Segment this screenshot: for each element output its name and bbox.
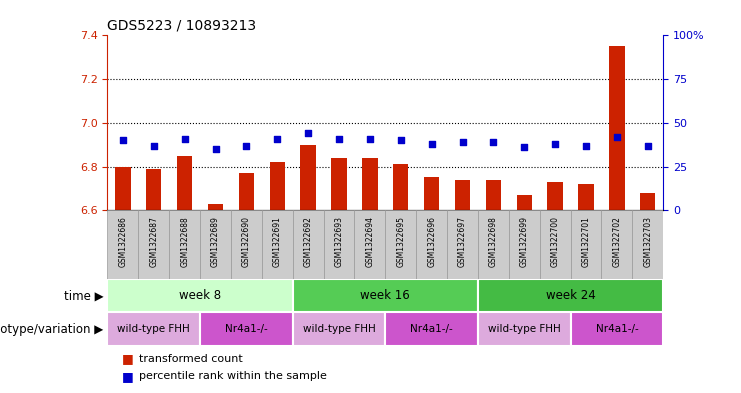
FancyBboxPatch shape <box>539 210 571 279</box>
FancyBboxPatch shape <box>107 210 139 279</box>
Point <box>580 142 592 149</box>
Point <box>364 136 376 142</box>
Bar <box>270 162 285 210</box>
Point <box>425 141 437 147</box>
Text: wild-type FHH: wild-type FHH <box>488 324 561 334</box>
Point <box>642 142 654 149</box>
Text: GSM1322689: GSM1322689 <box>211 216 220 266</box>
FancyBboxPatch shape <box>632 210 663 279</box>
FancyBboxPatch shape <box>200 210 231 279</box>
Point <box>271 136 283 142</box>
FancyBboxPatch shape <box>231 210 262 279</box>
Point <box>117 137 129 143</box>
Text: GSM1322698: GSM1322698 <box>489 216 498 266</box>
Bar <box>578 184 594 210</box>
Bar <box>331 158 347 210</box>
Text: ■: ■ <box>122 352 134 365</box>
Text: GSM1322686: GSM1322686 <box>119 216 127 266</box>
Text: GSM1322687: GSM1322687 <box>149 216 159 266</box>
Text: wild-type FHH: wild-type FHH <box>117 324 190 334</box>
Text: GSM1322697: GSM1322697 <box>458 216 467 267</box>
Bar <box>516 195 532 210</box>
Text: transformed count: transformed count <box>139 354 242 364</box>
FancyBboxPatch shape <box>416 210 447 279</box>
FancyBboxPatch shape <box>200 312 293 346</box>
Bar <box>393 164 408 210</box>
FancyBboxPatch shape <box>169 210 200 279</box>
Point <box>210 146 222 152</box>
Text: Nr4a1-/-: Nr4a1-/- <box>411 324 453 334</box>
Point <box>395 137 407 143</box>
Bar <box>609 46 625 210</box>
Bar <box>146 169 162 210</box>
Bar <box>424 178 439 210</box>
Text: GSM1322700: GSM1322700 <box>551 216 559 267</box>
FancyBboxPatch shape <box>478 312 571 346</box>
Text: GSM1322702: GSM1322702 <box>612 216 622 266</box>
Text: week 8: week 8 <box>179 289 221 302</box>
FancyBboxPatch shape <box>385 210 416 279</box>
Text: percentile rank within the sample: percentile rank within the sample <box>139 371 327 381</box>
Point <box>549 141 561 147</box>
Text: GSM1322690: GSM1322690 <box>242 216 251 267</box>
Point <box>302 130 314 136</box>
Text: GDS5223 / 10893213: GDS5223 / 10893213 <box>107 19 256 33</box>
FancyBboxPatch shape <box>293 210 324 279</box>
Text: week 16: week 16 <box>360 289 411 302</box>
Text: GSM1322694: GSM1322694 <box>365 216 374 267</box>
FancyBboxPatch shape <box>571 210 602 279</box>
Text: GSM1322701: GSM1322701 <box>582 216 591 266</box>
FancyBboxPatch shape <box>509 210 539 279</box>
Text: Nr4a1-/-: Nr4a1-/- <box>225 324 268 334</box>
Bar <box>362 158 378 210</box>
Text: GSM1322696: GSM1322696 <box>427 216 436 267</box>
Text: GSM1322703: GSM1322703 <box>643 216 652 267</box>
FancyBboxPatch shape <box>107 312 200 346</box>
FancyBboxPatch shape <box>478 210 509 279</box>
Bar <box>485 180 501 210</box>
FancyBboxPatch shape <box>262 210 293 279</box>
Text: wild-type FHH: wild-type FHH <box>302 324 376 334</box>
FancyBboxPatch shape <box>478 279 663 312</box>
Point <box>518 144 530 151</box>
Text: GSM1322693: GSM1322693 <box>334 216 344 267</box>
Point <box>240 142 252 149</box>
FancyBboxPatch shape <box>139 210 169 279</box>
Bar <box>640 193 656 210</box>
FancyBboxPatch shape <box>324 210 354 279</box>
Bar <box>239 173 254 210</box>
FancyBboxPatch shape <box>107 279 293 312</box>
Bar <box>300 145 316 210</box>
Point <box>611 134 622 140</box>
Point <box>488 139 499 145</box>
FancyBboxPatch shape <box>447 210 478 279</box>
FancyBboxPatch shape <box>293 279 478 312</box>
Bar <box>115 167 130 210</box>
Text: GSM1322699: GSM1322699 <box>519 216 529 267</box>
Point <box>333 136 345 142</box>
Text: GSM1322695: GSM1322695 <box>396 216 405 267</box>
Text: Nr4a1-/-: Nr4a1-/- <box>596 324 638 334</box>
Text: time ▶: time ▶ <box>64 289 104 302</box>
Bar <box>548 182 563 210</box>
FancyBboxPatch shape <box>385 312 478 346</box>
Text: week 24: week 24 <box>545 289 596 302</box>
Point <box>147 142 160 149</box>
FancyBboxPatch shape <box>354 210 385 279</box>
Text: GSM1322691: GSM1322691 <box>273 216 282 266</box>
Point <box>179 136 190 142</box>
Text: GSM1322688: GSM1322688 <box>180 216 189 266</box>
FancyBboxPatch shape <box>293 312 385 346</box>
Bar <box>455 180 471 210</box>
Text: GSM1322692: GSM1322692 <box>304 216 313 266</box>
Text: ■: ■ <box>122 369 134 383</box>
FancyBboxPatch shape <box>571 312 663 346</box>
Bar <box>177 156 193 210</box>
Point <box>456 139 468 145</box>
FancyBboxPatch shape <box>602 210 632 279</box>
Bar <box>207 204 223 210</box>
Text: genotype/variation ▶: genotype/variation ▶ <box>0 323 104 336</box>
